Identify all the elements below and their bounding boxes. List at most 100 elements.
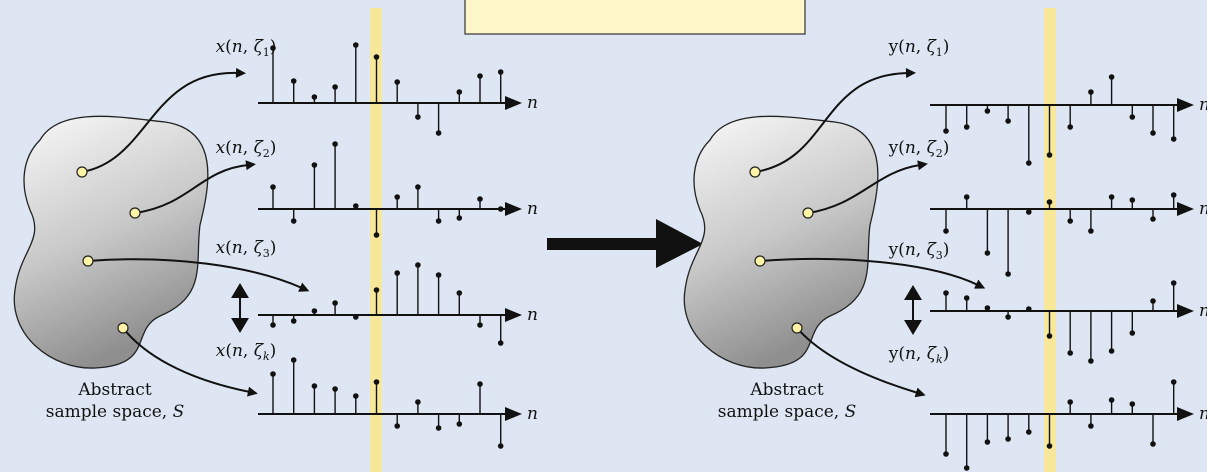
- sample-dot: [311, 383, 318, 389]
- sample-space-blob-right: [683, 115, 879, 369]
- label-part-label-fn: x: [216, 341, 226, 361]
- label-part-label-sub: 3: [936, 249, 943, 262]
- sample-dot: [1129, 197, 1136, 203]
- outcome-point-right-k: [791, 322, 803, 334]
- sample-dot: [1067, 124, 1073, 130]
- label-part-label-sep: ,: [243, 138, 254, 158]
- sample-dot: [373, 54, 380, 60]
- time-slice-band-left: [370, 8, 382, 472]
- sample-dot: [1005, 271, 1011, 277]
- sample-dot: [1005, 118, 1011, 124]
- label-part-label-sep: ,: [916, 344, 927, 364]
- sample-dot: [1150, 298, 1156, 304]
- label-part-label-fn: y: [888, 37, 899, 57]
- outcome-point-right-3: [754, 255, 766, 267]
- sample-dot: [1088, 228, 1094, 234]
- sample-dot: [1088, 358, 1094, 364]
- sample-dot: [943, 290, 949, 296]
- row-label-2: x(n, ζ2): [216, 138, 277, 160]
- label-part-label-open: (: [225, 238, 232, 258]
- sample-dot: [415, 114, 421, 120]
- transform-arrow: [547, 219, 703, 268]
- sample-dot: [1005, 436, 1011, 442]
- sample-dot: [373, 232, 380, 238]
- sample-dot: [963, 124, 970, 130]
- axis-label-n: n: [1199, 404, 1207, 424]
- sample-dot: [1108, 348, 1115, 354]
- row-label-2: y(n, ζ2): [888, 138, 950, 160]
- axis-arrowhead: [505, 202, 522, 216]
- sample-dot: [353, 203, 359, 209]
- right-panel-row-3: ny(n, ζ3): [888, 240, 1207, 364]
- sample-dot: [1170, 136, 1177, 142]
- sample-dot: [311, 94, 318, 100]
- sample-dot: [435, 130, 442, 136]
- label-part-label-n: n: [232, 341, 243, 361]
- left-panel-row-3: nx(n, ζ3): [216, 238, 538, 346]
- sample-dot: [1108, 397, 1115, 403]
- sample-dot: [353, 42, 359, 48]
- sample-dot: [435, 425, 442, 431]
- axis-arrowhead: [1177, 202, 1194, 216]
- right-signal-rows: ny(n, ζ1)ny(n, ζ2)ny(n, ζ3)ny(n, ζk): [888, 37, 1207, 471]
- sample-dot: [1046, 199, 1053, 205]
- sample-dot: [1129, 114, 1136, 120]
- mapping-arrow-right-3: [759, 257, 986, 289]
- sample-dot: [963, 295, 970, 301]
- sample-dot: [290, 318, 297, 324]
- axis-arrowhead: [505, 308, 522, 322]
- label-part-label-close: ): [943, 37, 950, 57]
- axis-arrowhead: [505, 96, 522, 110]
- label-part-label-fn: x: [216, 37, 226, 57]
- time-slice-band-right: [1044, 8, 1056, 472]
- mapping-arrow-left-3: [87, 258, 310, 292]
- sample-dot: [353, 314, 359, 320]
- sample-dot: [477, 73, 483, 79]
- label-part-label-zeta: ζ: [927, 37, 938, 57]
- right-panel: Abstract sample space, S ny(n, ζ1)ny(n, …: [683, 37, 1207, 471]
- label-part-label-sub: 2: [263, 147, 270, 160]
- label-part-label-sub: k: [263, 350, 270, 363]
- label-part-label-fn: y: [888, 138, 899, 158]
- mapping-arrow-left-k: [122, 327, 258, 397]
- sample-dot: [270, 45, 276, 51]
- axis-label-n: n: [527, 93, 538, 113]
- sample-dot: [984, 250, 991, 256]
- sample-dot: [1067, 350, 1073, 356]
- label-part-label-sep: ,: [243, 37, 254, 57]
- sample-dot: [943, 128, 949, 134]
- sample-dot: [353, 393, 359, 399]
- row-label-4: x(n, ζk): [216, 341, 277, 363]
- left-panel-row-1: nx(n, ζ1): [216, 37, 538, 136]
- sample-dot: [943, 451, 949, 457]
- sample-dot: [1088, 423, 1094, 429]
- axis-label-n: n: [1199, 199, 1207, 219]
- sample-dot: [415, 262, 421, 268]
- sample-dot: [943, 228, 949, 234]
- sample-dot: [456, 215, 463, 221]
- label-part-label-open: (: [898, 138, 905, 158]
- sample-dot: [456, 421, 463, 427]
- sample-dot: [1129, 330, 1136, 336]
- label-part-label-fn: x: [216, 138, 226, 158]
- label-part-label-n: n: [905, 138, 916, 158]
- sample-dot: [477, 322, 483, 328]
- mapping-arrow-left-2: [134, 160, 256, 214]
- axis-label-n: n: [1199, 301, 1207, 321]
- sample-dot: [270, 184, 276, 190]
- sample-dot: [290, 78, 297, 84]
- sample-dot: [373, 287, 380, 293]
- left-caption-line2: sample space, S: [46, 402, 185, 422]
- row-label-3: x(n, ζ3): [216, 238, 277, 260]
- sample-dot: [1170, 379, 1177, 385]
- left-panel-row-2: nx(n, ζ2): [216, 138, 538, 238]
- label-part-label-zeta: ζ: [254, 138, 265, 158]
- sample-dot: [1150, 441, 1156, 447]
- label-part-label-close: ): [270, 138, 277, 158]
- mapping-arrow-right-1: [754, 68, 916, 173]
- sample-dot: [963, 194, 970, 200]
- sample-dot: [1108, 74, 1115, 80]
- label-part-label-close: ): [270, 37, 277, 57]
- mapping-arrow-right-k: [796, 327, 926, 398]
- label-part-label-sub: 3: [263, 247, 270, 260]
